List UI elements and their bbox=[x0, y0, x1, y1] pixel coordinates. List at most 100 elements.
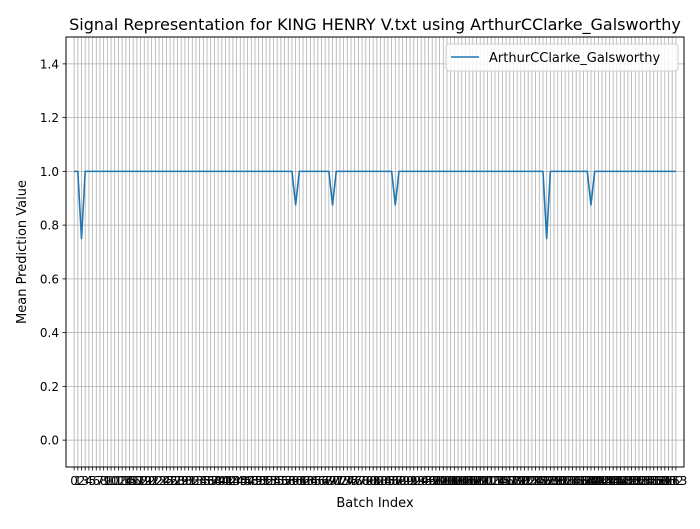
x-tick-label: 86 bbox=[384, 474, 399, 488]
x-tick-label: 31 bbox=[181, 474, 196, 488]
x-tick-label: 158 bbox=[646, 474, 669, 488]
x-tick-label: 51 bbox=[255, 474, 270, 488]
x-tick-label: 36 bbox=[199, 474, 214, 488]
x-tick-label: 149 bbox=[613, 474, 636, 488]
x-tick-label: 58 bbox=[281, 474, 296, 488]
x-tick-label: 152 bbox=[624, 474, 647, 488]
x-tick-label: 107 bbox=[458, 474, 481, 488]
x-tick-label: 82 bbox=[369, 474, 384, 488]
x-tick-label: 50 bbox=[251, 474, 266, 488]
x-tick-label: 106 bbox=[454, 474, 477, 488]
x-tick-label: 60 bbox=[288, 474, 303, 488]
x-tick-label: 41 bbox=[218, 474, 233, 488]
x-tick-label: 38 bbox=[207, 474, 222, 488]
x-tick-label: 23 bbox=[151, 474, 166, 488]
x-tick-label: 114 bbox=[484, 474, 507, 488]
x-tick-label: 91 bbox=[402, 474, 417, 488]
x-tick-label: 108 bbox=[461, 474, 484, 488]
x-tick-label: 45 bbox=[233, 474, 248, 488]
chart-title: Signal Representation for KING HENRY V.t… bbox=[69, 15, 681, 35]
x-tick-label: 78 bbox=[354, 474, 369, 488]
x-tick-label: 140 bbox=[580, 474, 603, 488]
x-tick-label: 153 bbox=[628, 474, 651, 488]
x-tick-label: 40 bbox=[214, 474, 229, 488]
x-tick-label: 61 bbox=[292, 474, 307, 488]
x-tick-label: 21 bbox=[144, 474, 159, 488]
x-tick-label: 84 bbox=[377, 474, 392, 488]
x-tick-label: 144 bbox=[594, 474, 617, 488]
x-tick-label: 120 bbox=[506, 474, 529, 488]
x-tick-label: 12 bbox=[111, 474, 126, 488]
x-tick-label: 47 bbox=[240, 474, 255, 488]
x-tick-label: 75 bbox=[343, 474, 358, 488]
y-tick-label: 0.6 bbox=[40, 272, 59, 286]
legend: ArthurCClarke_Galsworthy bbox=[445, 43, 679, 72]
x-tick-label: 99 bbox=[432, 474, 447, 488]
x-tick-label: 43 bbox=[225, 474, 240, 488]
y-tick-label: 1.2 bbox=[40, 111, 59, 125]
x-tick-label: 142 bbox=[587, 474, 610, 488]
x-tick-label: 27 bbox=[166, 474, 181, 488]
legend-box bbox=[445, 43, 679, 72]
x-tick-label: 115 bbox=[487, 474, 510, 488]
x-tick-label: 105 bbox=[450, 474, 473, 488]
x-tick-label: 101 bbox=[436, 474, 459, 488]
y-tick-label: 0.2 bbox=[40, 380, 59, 394]
x-tick-label: 100 bbox=[432, 474, 455, 488]
x-tick-label: 155 bbox=[635, 474, 658, 488]
x-tick-label: 124 bbox=[520, 474, 543, 488]
x-tick-label: 35 bbox=[196, 474, 211, 488]
series-layer bbox=[74, 170, 676, 240]
x-tick-label: 118 bbox=[498, 474, 521, 488]
x-tick-label: 90 bbox=[399, 474, 414, 488]
y-tick-label: 1.4 bbox=[40, 57, 59, 71]
y-tick-label: 0.0 bbox=[40, 434, 59, 448]
x-tick-label: 39 bbox=[210, 474, 225, 488]
x-tick-label: 97 bbox=[425, 474, 440, 488]
x-tick-label: 11 bbox=[107, 474, 122, 488]
x-tick-label: 8 bbox=[100, 474, 108, 488]
x-tick-label: 116 bbox=[491, 474, 514, 488]
x-tick-label: 52 bbox=[258, 474, 273, 488]
x-tick-label: 117 bbox=[495, 474, 518, 488]
y-tick-label: 0.4 bbox=[40, 326, 59, 340]
x-tick-label: 55 bbox=[270, 474, 285, 488]
x-tick-label: 161 bbox=[657, 474, 680, 488]
x-tick-label: 34 bbox=[192, 474, 207, 488]
y-tick-label: 1.0 bbox=[40, 165, 59, 179]
x-tick-label: 137 bbox=[568, 474, 591, 488]
x-tick-label: 37 bbox=[203, 474, 218, 488]
x-tick-label: 22 bbox=[148, 474, 163, 488]
x-tick-label: 163 bbox=[664, 474, 687, 488]
x-tick-label: 85 bbox=[380, 474, 395, 488]
x-tick-label: 46 bbox=[236, 474, 251, 488]
x-tick-label: 141 bbox=[583, 474, 606, 488]
x-tick-label: 73 bbox=[336, 474, 351, 488]
x-tick-label: 93 bbox=[410, 474, 425, 488]
x-tick-label: 139 bbox=[576, 474, 599, 488]
x-tick-label: 24 bbox=[155, 474, 170, 488]
x-tick-label: 112 bbox=[476, 474, 499, 488]
x-tick-label: 3 bbox=[81, 474, 89, 488]
x-tick-label: 150 bbox=[616, 474, 639, 488]
x-tick-label: 13 bbox=[114, 474, 129, 488]
x-tick-label: 25 bbox=[159, 474, 174, 488]
x-tick-label: 79 bbox=[358, 474, 373, 488]
x-tick-label: 15 bbox=[122, 474, 137, 488]
x-tick-label: 49 bbox=[247, 474, 262, 488]
x-tick-label: 127 bbox=[532, 474, 555, 488]
x-tick-label: 143 bbox=[591, 474, 614, 488]
x-tick-label: 129 bbox=[539, 474, 562, 488]
x-tick-label: 146 bbox=[602, 474, 625, 488]
x-tick-label: 154 bbox=[631, 474, 654, 488]
x-tick-label: 76 bbox=[347, 474, 362, 488]
x-tick-label: 65 bbox=[306, 474, 321, 488]
x-tick-label: 28 bbox=[170, 474, 185, 488]
x-tick-label: 64 bbox=[303, 474, 318, 488]
x-tick-label: 128 bbox=[535, 474, 558, 488]
x-tick-label: 54 bbox=[266, 474, 281, 488]
x-tick-label: 136 bbox=[565, 474, 588, 488]
x-tick-label: 53 bbox=[262, 474, 277, 488]
x-tick-label: 2 bbox=[78, 474, 86, 488]
